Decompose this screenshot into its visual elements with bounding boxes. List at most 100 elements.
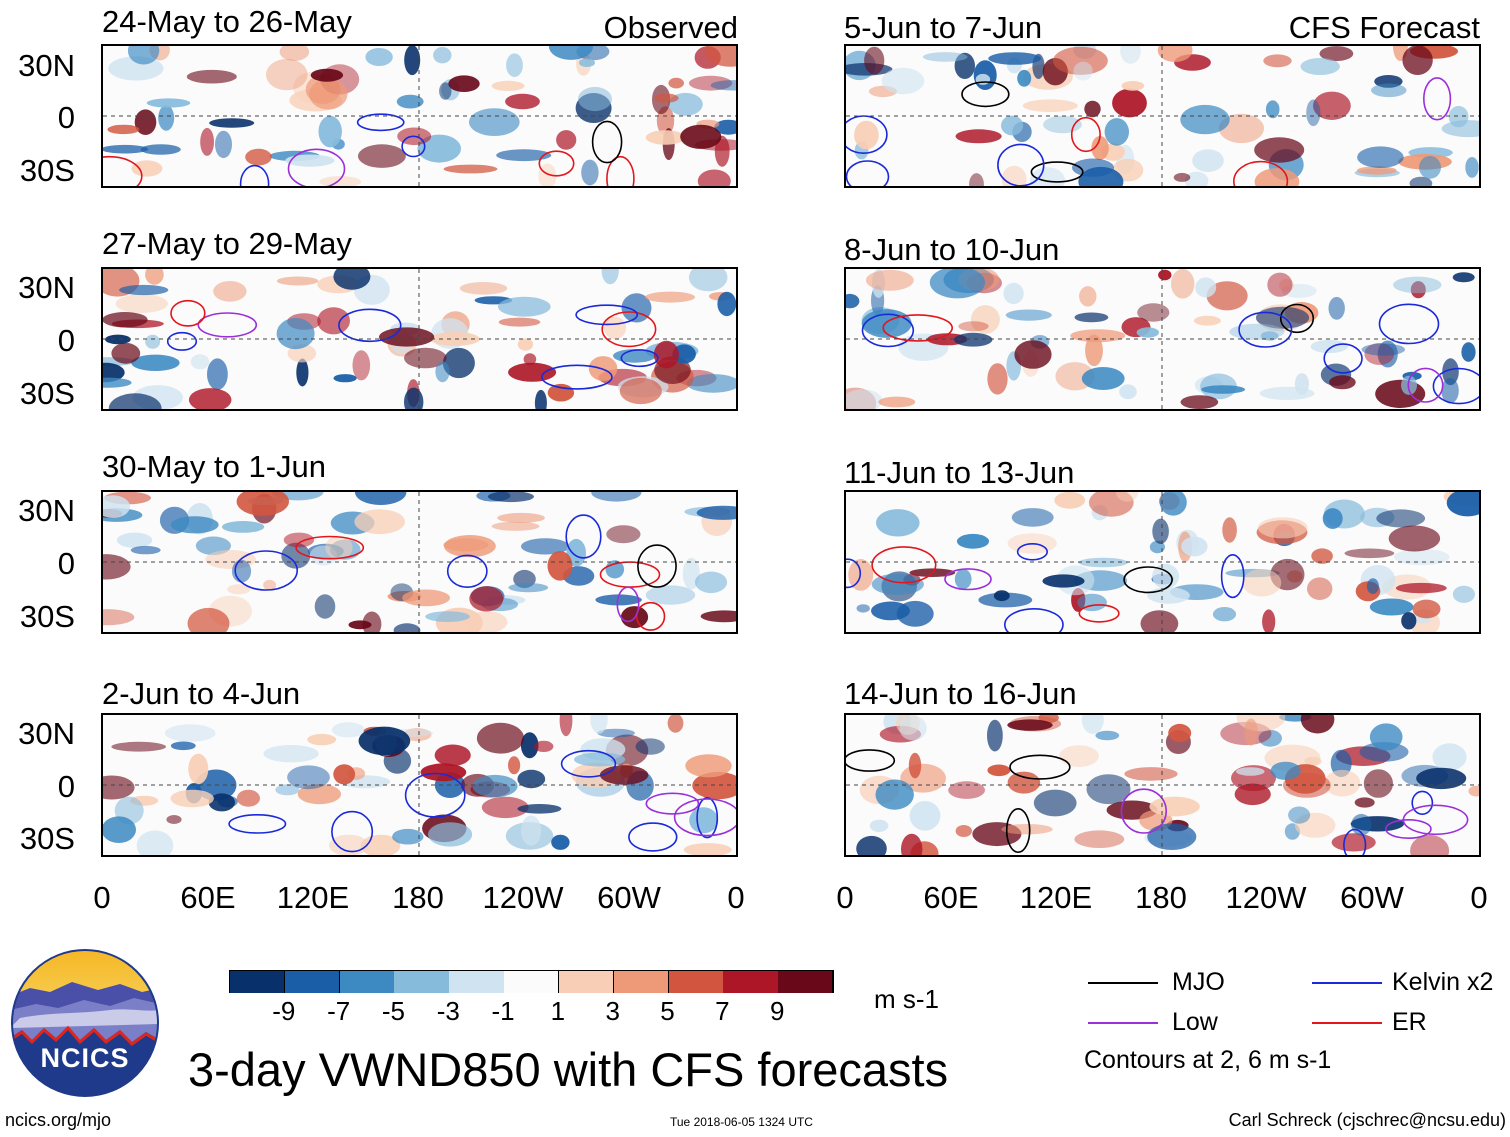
wave-contour [446, 554, 488, 589]
wind-anomaly-blob [1288, 806, 1311, 824]
wind-anomaly-blob [186, 69, 237, 84]
wind-anomaly-blob [1311, 548, 1333, 564]
wind-anomaly-blob [521, 815, 542, 846]
wind-anomaly-blob [1344, 548, 1395, 559]
wind-anomaly-blob [481, 796, 529, 819]
wind-anomaly-blob [188, 753, 209, 785]
wind-anomaly-blob [1329, 375, 1356, 390]
wind-anomaly-blob [131, 354, 180, 371]
wind-anomaly-blob [692, 771, 736, 800]
wind-anomaly-blob [899, 715, 927, 741]
wind-anomaly-blob [279, 46, 310, 61]
wind-anomaly-blob [103, 609, 135, 626]
wave-contour [1402, 804, 1469, 836]
map-field [103, 269, 736, 409]
wind-anomaly-blob [103, 775, 135, 800]
wind-anomaly-blob [1242, 568, 1282, 597]
map-field [103, 492, 736, 632]
wind-anomaly-blob [1374, 75, 1403, 88]
wind-anomaly-blob [908, 752, 922, 779]
wind-anomaly-blob [103, 554, 131, 580]
observed-panel-title-1: 24-May to 26-May [102, 4, 352, 39]
lon-label-180-right: 180 [1135, 880, 1187, 915]
wind-anomaly-blob [1201, 385, 1246, 394]
wind-anomaly-blob [704, 46, 736, 67]
wind-anomaly-blob [1357, 146, 1404, 168]
wind-anomaly-blob [1441, 120, 1479, 138]
wind-anomaly-blob [283, 532, 315, 548]
wind-anomaly-blob [1324, 769, 1361, 797]
wind-anomaly-blob [1158, 269, 1172, 281]
wind-anomaly-blob [645, 585, 696, 605]
wind-anomaly-blob [1149, 796, 1200, 817]
wind-anomaly-blob [1084, 100, 1101, 118]
wind-anomaly-blob [645, 130, 686, 145]
forecast-panel-title-4: 14-Jun to 16-Jun [844, 676, 1077, 711]
wind-anomaly-blob [365, 48, 393, 66]
wind-anomaly-blob [1371, 83, 1407, 98]
wave-contour [846, 160, 890, 186]
wind-anomaly-blob [497, 512, 545, 523]
wind-anomaly-blob [1409, 176, 1433, 186]
wind-anomaly-blob [506, 53, 523, 77]
wave-contour [944, 568, 992, 591]
wind-anomaly-blob [523, 353, 537, 366]
wind-anomaly-blob [1104, 118, 1129, 146]
wind-anomaly-blob [1222, 517, 1237, 543]
wave-contour [1123, 566, 1173, 594]
wind-anomaly-blob [227, 584, 251, 595]
wind-anomaly-blob [668, 77, 684, 89]
wind-anomaly-blob [296, 358, 309, 387]
wind-anomaly-blob [1410, 834, 1450, 855]
wind-anomaly-blob [358, 144, 406, 168]
wave-contour [1323, 343, 1363, 374]
wind-anomaly-blob [508, 583, 549, 593]
wave-contour [228, 814, 287, 834]
wind-anomaly-blob [1468, 785, 1479, 797]
wind-anomaly-blob [955, 129, 1002, 144]
wind-anomaly-blob [653, 340, 680, 369]
footer-url[interactable]: ncics.org/mjo [5, 1110, 112, 1130]
wind-anomaly-blob [435, 361, 450, 383]
wind-anomaly-blob [352, 350, 371, 381]
wind-anomaly-blob [404, 46, 421, 76]
wind-anomaly-blob [317, 307, 350, 335]
observed-panel-title-4: 2-Jun to 4-Jun [102, 676, 301, 711]
wind-anomaly-blob [1376, 509, 1426, 528]
wind-anomaly-blob [130, 545, 161, 555]
wave-contour [882, 314, 953, 342]
wind-anomaly-blob [108, 393, 162, 409]
wind-anomaly-blob [517, 804, 562, 814]
wind-anomaly-blob [993, 590, 1010, 602]
wind-anomaly-blob [696, 505, 736, 520]
lat-label-30s-row1: 30S [19, 153, 75, 188]
colorbar [229, 970, 834, 993]
wind-anomaly-blob [355, 492, 407, 505]
wind-anomaly-blob [314, 594, 336, 619]
wave-contour [103, 155, 143, 186]
wind-anomaly-blob [459, 282, 508, 295]
wind-anomaly-blob [578, 86, 612, 112]
wind-anomaly-blob [107, 124, 140, 135]
wind-anomaly-blob [1356, 166, 1397, 175]
lat-label-30n-row4: 30N [18, 716, 75, 751]
wave-contour [404, 772, 466, 818]
map-field [846, 46, 1479, 186]
wind-anomaly-blob [1452, 585, 1475, 603]
wave-contour [538, 150, 575, 177]
wind-anomaly-blob [988, 52, 1041, 65]
wind-anomaly-blob [1079, 286, 1097, 307]
legend-mjo-line [1088, 982, 1158, 984]
wind-anomaly-blob [1121, 81, 1145, 91]
cfs-forecast-header: CFS Forecast [1288, 10, 1480, 45]
colorbar-swatch [613, 971, 670, 993]
wind-anomaly-blob [901, 833, 923, 855]
wind-anomaly-blob [170, 789, 214, 808]
wind-anomaly-blob [856, 604, 870, 613]
wind-anomaly-blob [534, 389, 547, 409]
wave-contour [1343, 828, 1367, 855]
wind-anomaly-blob [1136, 327, 1159, 338]
wave-contour [166, 331, 198, 351]
wave-contour [846, 558, 862, 589]
wind-anomaly-blob [1319, 46, 1354, 62]
